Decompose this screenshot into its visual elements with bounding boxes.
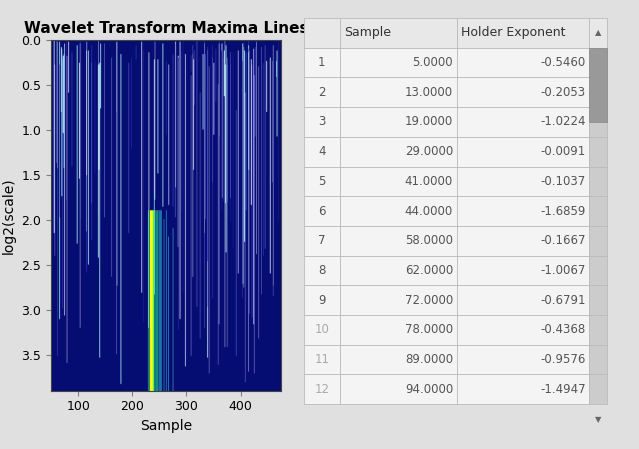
Bar bbox=[304, 255, 340, 285]
Bar bbox=[457, 285, 589, 315]
Text: 9: 9 bbox=[318, 294, 326, 307]
Bar bbox=[457, 167, 589, 196]
Bar bbox=[304, 77, 340, 107]
Bar bbox=[340, 255, 457, 285]
Bar bbox=[589, 107, 607, 137]
Title: Wavelet Transform Maxima Lines: Wavelet Transform Maxima Lines bbox=[24, 22, 309, 36]
Bar bbox=[304, 285, 340, 315]
Bar bbox=[340, 315, 457, 345]
Text: -0.2053: -0.2053 bbox=[541, 86, 585, 99]
Bar bbox=[589, 255, 607, 285]
Bar bbox=[340, 374, 457, 404]
Bar bbox=[457, 18, 589, 48]
Bar bbox=[340, 137, 457, 167]
Bar bbox=[589, 167, 607, 196]
Text: 94.0000: 94.0000 bbox=[404, 383, 453, 396]
Text: -1.0224: -1.0224 bbox=[540, 115, 585, 128]
Text: -0.1667: -0.1667 bbox=[540, 234, 585, 247]
Text: 5: 5 bbox=[318, 175, 326, 188]
Text: Sample: Sample bbox=[344, 26, 391, 40]
Text: 11: 11 bbox=[314, 353, 329, 366]
Bar bbox=[340, 345, 457, 374]
Text: 13.0000: 13.0000 bbox=[405, 86, 453, 99]
Bar bbox=[589, 196, 607, 226]
Bar bbox=[457, 107, 589, 137]
Bar bbox=[457, 137, 589, 167]
Bar bbox=[304, 48, 340, 77]
Bar bbox=[340, 285, 457, 315]
Bar bbox=[589, 374, 607, 404]
Text: 58.0000: 58.0000 bbox=[405, 234, 453, 247]
Bar bbox=[589, 18, 607, 48]
Bar bbox=[457, 77, 589, 107]
Bar bbox=[457, 374, 589, 404]
Text: 78.0000: 78.0000 bbox=[405, 323, 453, 336]
Bar bbox=[304, 137, 340, 167]
Text: 6: 6 bbox=[318, 205, 326, 218]
Text: -1.6859: -1.6859 bbox=[540, 205, 585, 218]
Text: 7: 7 bbox=[318, 234, 326, 247]
Bar bbox=[340, 226, 457, 255]
Text: 5.0000: 5.0000 bbox=[412, 56, 453, 69]
Bar bbox=[457, 48, 589, 77]
Bar bbox=[340, 18, 457, 48]
Text: -0.6791: -0.6791 bbox=[540, 294, 585, 307]
Bar bbox=[457, 345, 589, 374]
Bar bbox=[304, 226, 340, 255]
Bar bbox=[340, 196, 457, 226]
Text: -0.0091: -0.0091 bbox=[541, 145, 585, 158]
Bar bbox=[589, 48, 607, 77]
Text: 19.0000: 19.0000 bbox=[404, 115, 453, 128]
Text: -1.0067: -1.0067 bbox=[540, 264, 585, 277]
Text: 62.0000: 62.0000 bbox=[404, 264, 453, 277]
Text: 12: 12 bbox=[314, 383, 329, 396]
Bar bbox=[457, 315, 589, 345]
Bar bbox=[340, 107, 457, 137]
X-axis label: Sample: Sample bbox=[140, 419, 192, 433]
Text: 89.0000: 89.0000 bbox=[405, 353, 453, 366]
Text: 3: 3 bbox=[318, 115, 326, 128]
Y-axis label: log2(scale): log2(scale) bbox=[2, 177, 16, 254]
Bar bbox=[589, 285, 607, 315]
Text: -0.4368: -0.4368 bbox=[541, 323, 585, 336]
Text: 2: 2 bbox=[318, 86, 326, 99]
Text: 44.0000: 44.0000 bbox=[404, 205, 453, 218]
Bar bbox=[304, 107, 340, 137]
Bar bbox=[304, 315, 340, 345]
Bar bbox=[589, 345, 607, 374]
Text: 72.0000: 72.0000 bbox=[404, 294, 453, 307]
Bar bbox=[304, 345, 340, 374]
Bar bbox=[304, 18, 340, 48]
Bar bbox=[340, 167, 457, 196]
Text: ▼: ▼ bbox=[595, 414, 601, 423]
Text: 4: 4 bbox=[318, 145, 326, 158]
Text: -0.9576: -0.9576 bbox=[540, 353, 585, 366]
Bar bbox=[457, 226, 589, 255]
Bar bbox=[589, 77, 607, 107]
Bar bbox=[457, 196, 589, 226]
Text: 10: 10 bbox=[314, 323, 329, 336]
Text: 8: 8 bbox=[318, 264, 326, 277]
Text: 29.0000: 29.0000 bbox=[404, 145, 453, 158]
Bar bbox=[304, 374, 340, 404]
Text: 1: 1 bbox=[318, 56, 326, 69]
Bar bbox=[304, 196, 340, 226]
Text: 41.0000: 41.0000 bbox=[404, 175, 453, 188]
Text: -0.5460: -0.5460 bbox=[541, 56, 585, 69]
Bar bbox=[589, 48, 607, 122]
Text: -1.4947: -1.4947 bbox=[540, 383, 585, 396]
Bar bbox=[457, 255, 589, 285]
Bar bbox=[340, 77, 457, 107]
Bar bbox=[589, 315, 607, 345]
Text: -0.1037: -0.1037 bbox=[541, 175, 585, 188]
Text: Holder Exponent: Holder Exponent bbox=[461, 26, 566, 40]
Text: ▲: ▲ bbox=[595, 28, 601, 37]
Bar bbox=[340, 48, 457, 77]
Bar bbox=[589, 137, 607, 167]
Bar bbox=[589, 226, 607, 255]
Bar bbox=[304, 167, 340, 196]
